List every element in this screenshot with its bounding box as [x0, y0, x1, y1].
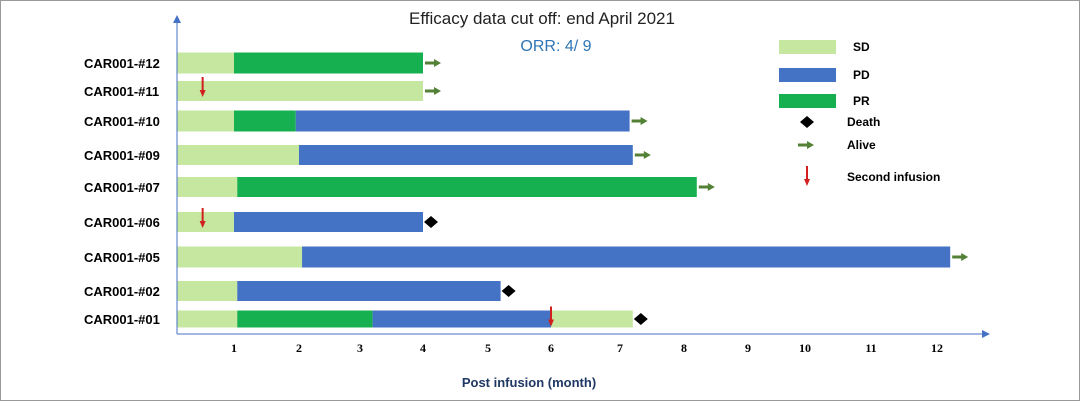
alive-arrow [952, 253, 969, 261]
x-tick-label: 12 [931, 341, 943, 355]
patient-row [177, 212, 423, 232]
x-tick-label: 11 [865, 341, 876, 355]
bar-segment-sd [177, 281, 238, 301]
patient-row [177, 110, 630, 132]
row-label: CAR001-#01 [84, 312, 160, 327]
death-marker [501, 285, 516, 297]
bar-segment-pd [234, 212, 423, 232]
x-tick-label: 4 [420, 341, 426, 355]
row-label: CAR001-#02 [84, 284, 160, 299]
x-tick-label: 9 [745, 341, 751, 355]
legend-swatch-pr [779, 94, 836, 108]
chart-subtitle: ORR: 4/ 9 [520, 38, 591, 55]
legend-swatch-pd [779, 68, 836, 82]
bar-segment-pd [372, 310, 551, 328]
legend-second-infusion-icon [804, 166, 810, 186]
alive-arrow [425, 87, 441, 95]
second-infusion-marker [548, 306, 554, 327]
bar-segment-pr [237, 177, 697, 197]
second-infusion-marker [199, 77, 206, 97]
legend-item: SD [779, 40, 870, 54]
legend-swatch-sd [779, 40, 836, 54]
alive-arrow [698, 183, 715, 191]
bar-segment-sd [177, 246, 303, 268]
row-label: CAR001-#05 [84, 250, 160, 265]
patient-row [177, 281, 501, 301]
alive-arrow [425, 59, 441, 67]
x-tick-label: 6 [548, 341, 554, 355]
bar-segment-sd [177, 81, 423, 101]
bar-segment-pr [234, 110, 296, 132]
bar-segment-sd [177, 310, 238, 328]
patient-row [177, 145, 633, 165]
bar-segment-pd [295, 110, 630, 132]
row-label: CAR001-#06 [84, 215, 160, 230]
bar-segment-sd [177, 52, 234, 74]
alive-arrow [634, 151, 651, 159]
x-tick-label: 8 [681, 341, 687, 355]
x-axis-title: Post infusion (month) [462, 375, 596, 390]
bar-segment-pd [299, 145, 633, 165]
bar-segment-pr [237, 310, 373, 328]
legend-label: Second infusion [847, 170, 940, 184]
patient-row [177, 81, 423, 101]
legend-death-icon [800, 116, 814, 128]
x-tick-label: 1 [231, 341, 237, 355]
x-tick-label: 3 [357, 341, 363, 355]
patient-row [177, 310, 633, 328]
x-axis-arrowhead [982, 330, 990, 338]
row-label: CAR001-#07 [84, 180, 160, 195]
legend-label: PD [853, 68, 870, 82]
death-marker [424, 216, 438, 228]
legend-item: PR [779, 94, 870, 108]
bar-segment-sd [177, 212, 234, 232]
row-label: CAR001-#09 [84, 148, 160, 163]
death-marker [633, 313, 648, 325]
x-tick-label: 10 [799, 341, 811, 355]
legend-label: SD [853, 40, 870, 54]
bar-segment-pd [237, 281, 501, 301]
legend-label: Alive [847, 138, 876, 152]
bar-segment-sd [177, 110, 234, 132]
bar-segment-sd [551, 310, 633, 328]
x-tick-label: 7 [617, 341, 623, 355]
bar-segment-pr [234, 52, 423, 74]
alive-arrow [631, 117, 648, 125]
patient-row [177, 246, 951, 268]
legend-alive-icon [798, 141, 814, 149]
legend: SD PD PR Death Alive Second infusion [779, 40, 940, 186]
row-label: CAR001-#11 [84, 84, 159, 99]
bar-segment-sd [177, 177, 238, 197]
x-tick-label: 2 [296, 341, 302, 355]
second-infusion-marker [199, 208, 206, 228]
legend-label: Death [847, 115, 880, 129]
chart-title: Efficacy data cut off: end April 2021 [409, 9, 675, 28]
y-axis-arrowhead [173, 15, 181, 23]
bar-segment-pd [302, 246, 951, 268]
x-tick-label: 5 [485, 341, 491, 355]
legend-item: Alive [798, 138, 876, 152]
bar-segment-sd [177, 145, 299, 165]
legend-label: PR [853, 94, 870, 108]
patient-row [177, 52, 423, 74]
row-label: CAR001-#12 [84, 56, 160, 71]
row-label: CAR001-#10 [84, 114, 160, 129]
legend-item: Second infusion [804, 166, 940, 186]
legend-item: Death [800, 115, 880, 129]
patient-row [177, 177, 697, 197]
legend-item: PD [779, 68, 870, 82]
